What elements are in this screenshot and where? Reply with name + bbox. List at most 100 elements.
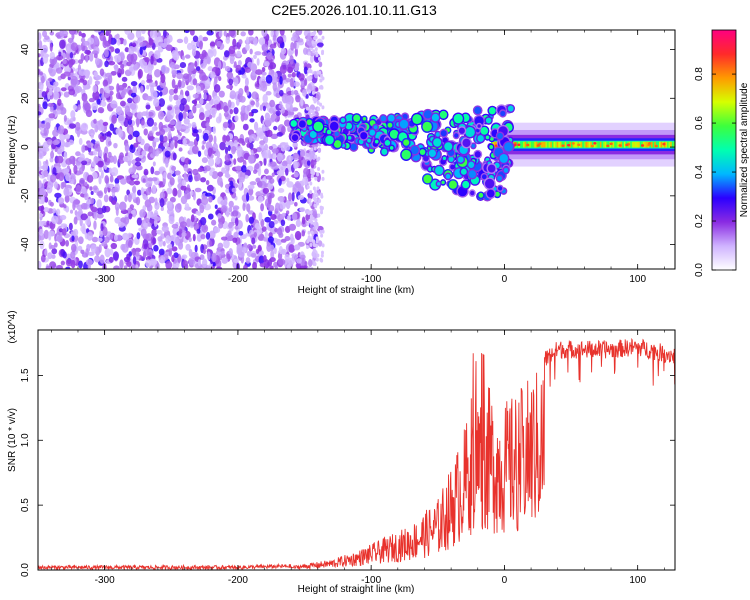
heatmap-cell: [304, 261, 308, 267]
heatmap-cell: [639, 141, 643, 148]
heatmap-cell: [147, 177, 154, 182]
heatmap-cell: [428, 149, 436, 158]
heatmap-cell: [113, 265, 120, 269]
heatmap-cell: [257, 167, 262, 177]
heatmap-cell: [309, 202, 313, 207]
heatmap-cell: [145, 104, 151, 110]
heatmap-cell: [321, 176, 325, 181]
heatmap-cell: [195, 66, 201, 72]
heatmap-cell: [419, 149, 426, 156]
heatmap-cell: [286, 215, 292, 221]
heatmap-cell: [561, 144, 565, 147]
heatmap-cell: [145, 217, 150, 224]
heatmap-cell: [422, 121, 432, 132]
heatmap-cell: [151, 126, 155, 134]
heatmap-cell: [474, 106, 482, 115]
heatmap-cell: [60, 87, 67, 92]
heatmap-cell: [563, 141, 566, 148]
heatmap-cell: [583, 141, 587, 148]
heatmap-cell: [99, 87, 104, 95]
heatmap-cell: [288, 244, 295, 253]
heatmap-cell: [93, 71, 99, 78]
heatmap-cell: [293, 161, 299, 170]
heatmap-cell: [199, 40, 203, 50]
heatmap-cell: [123, 265, 128, 269]
heatmap-cell: [498, 186, 503, 191]
heatmap-cell: [45, 122, 51, 130]
heatmap-cell: [163, 135, 168, 143]
heatmap-cell: [295, 30, 303, 36]
heatmap-cell: [468, 170, 476, 179]
heatmap-cell: [197, 258, 202, 267]
heatmap-cell: [171, 223, 179, 229]
heatmap-cell: [585, 141, 588, 148]
heatmap-cell: [604, 141, 607, 148]
heatmap-cell: [151, 42, 156, 50]
heatmap-cell: [184, 157, 190, 165]
heatmap-cell: [114, 177, 120, 185]
heatmap-cell: [80, 37, 86, 43]
heatmap-cell: [559, 141, 563, 148]
heatmap-cell: [70, 243, 77, 253]
heatmap-cell: [42, 30, 48, 38]
heatmap-cell: [309, 130, 317, 139]
heatmap-cell: [244, 66, 252, 73]
heatmap-cell: [226, 71, 234, 79]
heatmap-cell: [180, 195, 188, 205]
heatmap-cell: [145, 259, 152, 268]
heatmap-cell: [673, 141, 675, 148]
heatmap-cell: [109, 90, 114, 96]
heatmap-cell: [223, 50, 230, 58]
heatmap-cell: [233, 158, 237, 166]
heatmap-cell: [226, 84, 234, 90]
heatmap-cell: [120, 178, 127, 185]
heatmap-cell: [109, 248, 114, 256]
heatmap-cell: [309, 69, 313, 74]
heatmap-cell: [90, 197, 95, 205]
heatmap-cell: [237, 150, 242, 158]
heatmap-cell: [229, 56, 235, 61]
heatmap-cell: [63, 204, 67, 209]
heatmap-cell: [618, 144, 622, 147]
heatmap-cell: [124, 194, 128, 203]
heatmap-cell: [150, 90, 158, 100]
heatmap-cell: [176, 139, 184, 144]
heatmap-cell: [293, 40, 297, 50]
heatmap-cell: [186, 194, 191, 200]
heatmap-cell: [292, 152, 300, 161]
heatmap-cell: [462, 180, 470, 189]
heatmap-cell: [196, 233, 202, 242]
heatmap-cell: [152, 161, 156, 167]
heatmap-cell: [218, 222, 224, 229]
heatmap-cell: [320, 258, 324, 263]
heatmap-cell: [91, 102, 99, 111]
heatmap-cell: [249, 181, 257, 186]
heatmap-cell: [159, 112, 165, 118]
heatmap-cell: [281, 161, 287, 167]
heatmap-cell: [97, 237, 103, 242]
heatmap-cell: [178, 111, 184, 122]
heatmap-cell: [288, 155, 294, 161]
heatmap-cell: [165, 235, 171, 244]
heatmap-cell: [293, 90, 299, 95]
heatmap-cell: [303, 167, 309, 176]
heatmap-cell: [555, 141, 558, 148]
heatmap-cell: [399, 119, 409, 129]
heatmap-cell: [117, 84, 125, 91]
heatmap-cell: [205, 94, 212, 102]
heatmap-cell: [111, 103, 118, 109]
heatmap-cell: [75, 85, 83, 93]
heatmap-cell: [470, 190, 475, 196]
heatmap-cell: [136, 232, 141, 240]
heatmap-cell: [311, 249, 318, 259]
heatmap-cell: [148, 82, 156, 88]
heatmap-cell: [90, 244, 97, 254]
heatmap-cell: [231, 187, 237, 193]
heatmap-cell: [68, 58, 76, 65]
heatmap-cell: [217, 176, 223, 186]
heatmap-cell: [287, 111, 295, 116]
heatmap-cell: [139, 59, 147, 69]
heatmap-cell: [57, 98, 62, 106]
heatmap-cell: [229, 108, 234, 115]
heatmap-cell: [103, 152, 108, 163]
